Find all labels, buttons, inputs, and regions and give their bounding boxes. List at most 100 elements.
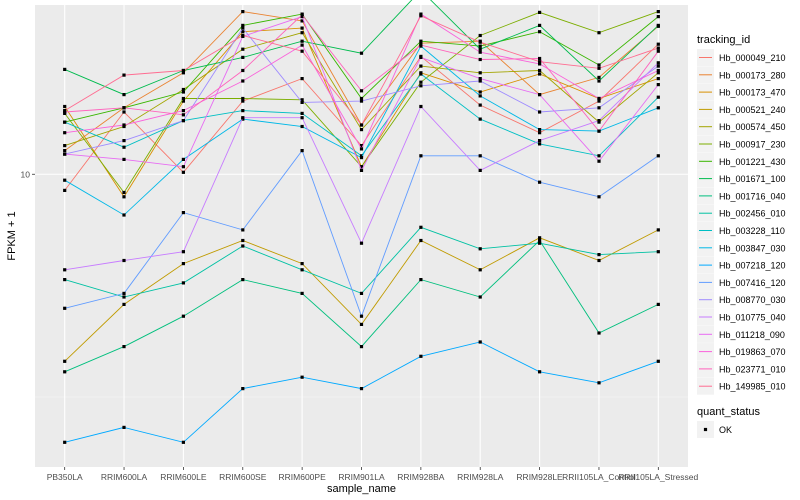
data-point	[181, 262, 185, 266]
data-point	[597, 66, 601, 70]
legend-label: Hb_011218_090	[719, 330, 785, 340]
data-point	[122, 139, 126, 143]
data-point	[63, 370, 67, 374]
data-point	[656, 77, 660, 81]
data-point	[359, 99, 364, 103]
shape-legend-marker	[703, 427, 708, 432]
data-point	[597, 99, 601, 103]
data-point	[597, 129, 601, 133]
data-point	[478, 77, 482, 81]
data-point	[241, 33, 245, 38]
data-point	[122, 93, 126, 97]
data-point	[656, 42, 660, 46]
legend-label: Hb_000173_280	[719, 70, 786, 80]
data-point	[538, 142, 542, 146]
data-point	[63, 104, 67, 109]
data-point	[181, 96, 185, 101]
data-point	[300, 26, 304, 30]
data-point	[656, 106, 660, 110]
legend-item: Hb_000917_230	[697, 135, 786, 153]
data-point	[597, 258, 601, 263]
data-point	[597, 31, 601, 35]
legend-label: Hb_002456_010	[719, 209, 786, 219]
data-point	[656, 154, 660, 158]
data-point	[122, 291, 126, 295]
data-point	[300, 13, 304, 17]
legend-label: Hb_001716_040	[719, 191, 786, 201]
x-axis: PB350LA RRIM600LA RRIM600LE RRIM600SE RRIM60…	[47, 467, 699, 482]
data-point	[241, 55, 245, 59]
x-tick-label: RRIM600LA	[101, 472, 148, 482]
data-point	[597, 195, 601, 199]
data-point	[359, 165, 364, 169]
series-group	[63, 149, 660, 318]
data-point	[419, 354, 423, 358]
data-point	[419, 278, 423, 282]
data-point	[656, 95, 660, 99]
data-point	[359, 322, 364, 326]
data-point	[181, 109, 185, 113]
data-point	[241, 23, 245, 27]
data-point	[63, 268, 67, 272]
data-point	[122, 73, 126, 77]
y-axis-title: FPKM + 1	[6, 211, 18, 260]
data-point	[597, 253, 601, 257]
data-point	[181, 170, 185, 174]
data-point	[359, 387, 364, 391]
data-point	[300, 49, 304, 53]
legend-item: Hb_008770_030	[697, 291, 786, 309]
data-point	[478, 268, 482, 272]
data-point	[597, 381, 601, 385]
legend-item: Hb_001716_040	[697, 187, 786, 205]
data-point	[300, 98, 304, 102]
data-point	[597, 106, 601, 110]
data-point	[419, 225, 423, 229]
legend-label: Hb_007416_120	[719, 278, 786, 288]
data-point	[419, 104, 423, 109]
data-point	[538, 62, 542, 66]
data-point	[241, 228, 245, 232]
data-point	[359, 154, 364, 158]
data-point	[300, 15, 304, 19]
data-point	[478, 295, 482, 299]
data-point	[241, 238, 245, 243]
data-point	[122, 345, 126, 349]
data-point	[419, 12, 423, 16]
data-point	[538, 93, 542, 97]
data-point	[241, 68, 245, 73]
series-group	[63, 42, 660, 192]
data-point	[419, 41, 423, 45]
legend-item: Hb_011218_090	[697, 325, 785, 343]
data-point	[122, 123, 126, 127]
data-point	[63, 440, 67, 444]
data-point	[656, 250, 660, 254]
data-point	[359, 168, 364, 172]
data-point	[122, 106, 126, 110]
legend-label: Hb_000049_210	[719, 53, 786, 63]
data-point	[656, 15, 660, 19]
legend-item: Hb_000049_210	[697, 49, 786, 66]
legend: tracking_id Hb_000049_210Hb_000173_280Hb…	[697, 34, 786, 438]
data-point	[300, 19, 304, 23]
data-point	[300, 124, 304, 129]
data-point	[241, 30, 245, 34]
data-point	[656, 302, 660, 306]
data-point	[241, 109, 245, 113]
data-point	[241, 10, 245, 14]
shape-legend-item: OK	[697, 421, 732, 438]
data-point	[181, 250, 185, 254]
data-point	[538, 180, 542, 184]
data-point	[478, 117, 482, 121]
y-axis: 10	[21, 169, 35, 179]
data-point	[359, 96, 364, 101]
data-point	[241, 387, 245, 391]
data-point	[538, 56, 542, 61]
data-point	[181, 113, 185, 117]
data-point	[419, 64, 423, 68]
data-point	[419, 43, 423, 47]
data-point	[300, 116, 304, 120]
data-point	[181, 90, 185, 94]
data-point	[359, 123, 364, 127]
data-point	[478, 71, 482, 75]
